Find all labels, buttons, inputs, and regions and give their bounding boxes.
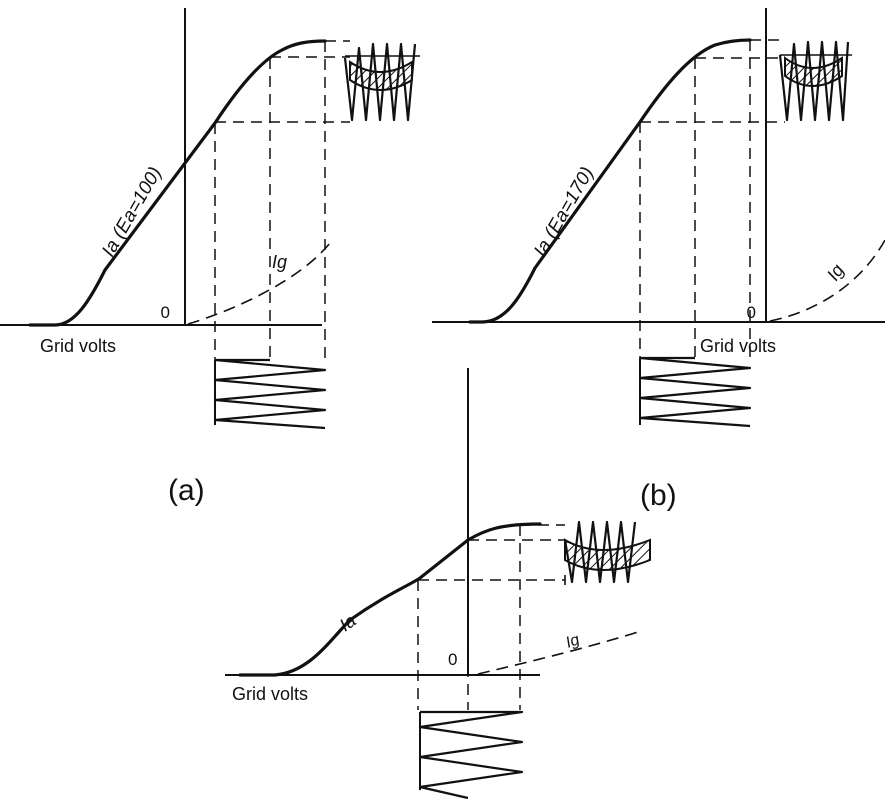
anode-curve-label: Ia (Ea=100) [98,164,166,261]
panel-c: 0 Grid volts Ia Ig [225,368,651,800]
grid-current-curve [477,631,639,675]
origin-label: 0 [161,303,170,322]
output-current-waveform [563,520,651,585]
x-axis-label: Grid volts [40,336,116,356]
x-axis-label: Grid volts [232,684,308,704]
output-current-waveform [343,42,420,122]
anode-current-curve [468,38,752,324]
grid-curve-label: Ig [564,631,582,652]
grid-current-curve [187,242,331,325]
anode-current-curve [28,39,327,327]
input-voltage-waveform [418,710,524,800]
origin-label: 0 [448,650,457,669]
x-axis-label: Grid volts [700,336,776,356]
input-voltage-waveform [638,356,752,428]
origin-label: 0 [747,303,756,322]
clipped-region [564,538,651,571]
grid-curve-label: Ig [823,261,848,285]
grid-current-curve [769,239,885,322]
panel-caption: (a) [168,474,205,507]
anode-current-curve [238,522,542,677]
input-voltage-waveform [213,358,327,430]
panel-b: 0 Grid volts Ia (Ea=170) Ig (b) [432,8,885,512]
output-current-waveform [778,40,852,122]
panel-a: 0 Grid volts Ia (Ea=100) Ig (a) [0,8,420,507]
panel-caption: (b) [640,479,677,512]
anode-curve-label: Ia (Ea=170) [530,164,598,261]
grid-curve-label: Ig [272,252,287,272]
